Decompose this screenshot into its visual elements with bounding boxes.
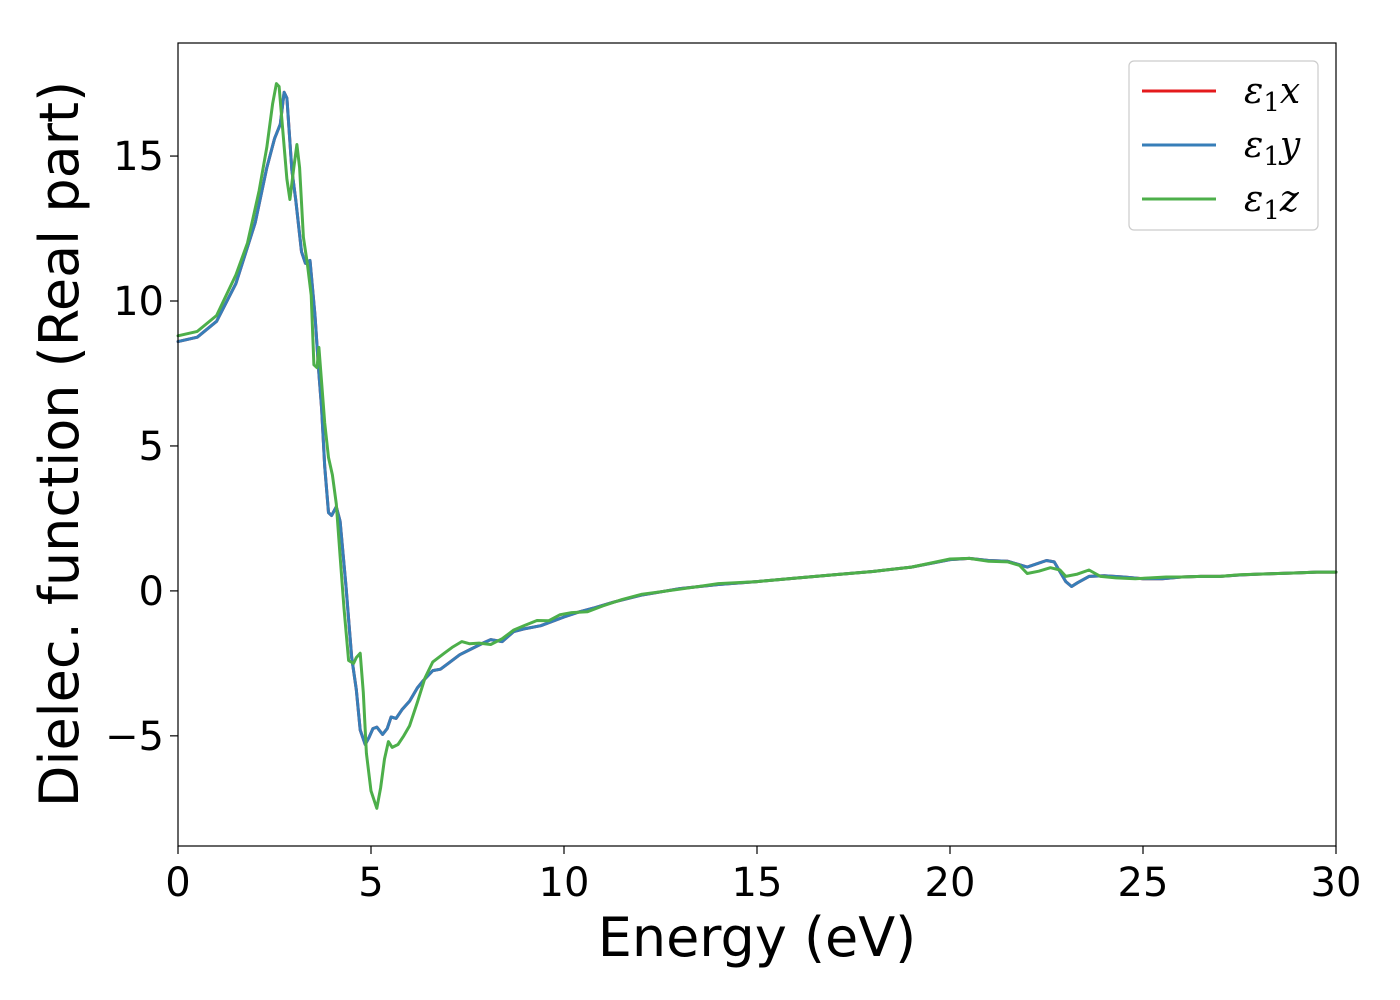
x-tick-label: 5 [358,860,383,906]
series-line-z [176,82,1338,810]
x-tick-label: 0 [165,860,190,906]
y-tick-label: −5 [105,714,164,760]
y-axis-ticks: −5 0 5 10 15 [105,134,178,760]
legend-label-z: ε1z [1244,179,1300,226]
series-line-y [176,90,1338,746]
x-axis-label: Energy (eV) [598,906,917,969]
x-tick-label: 20 [925,860,976,906]
series-layer [176,82,1338,810]
x-tick-label: 15 [732,860,783,906]
y-axis-label: Dielec. function (Real part) [28,81,91,807]
legend-label-x: ε1x [1244,71,1300,118]
x-tick-label: 10 [539,860,590,906]
y-tick-label: 10 [113,279,164,325]
x-tick-label: 30 [1311,860,1362,906]
y-tick-label: 0 [139,569,164,615]
x-tick-label: 25 [1118,860,1169,906]
legend: ε1x ε1y ε1z [1128,60,1319,231]
legend-label-y: ε1y [1244,125,1301,172]
legend-box [1128,60,1319,231]
x-axis-ticks: 0 5 10 15 20 25 30 [165,846,1361,906]
y-tick-label: 5 [139,424,164,470]
y-tick-label: 15 [113,134,164,180]
